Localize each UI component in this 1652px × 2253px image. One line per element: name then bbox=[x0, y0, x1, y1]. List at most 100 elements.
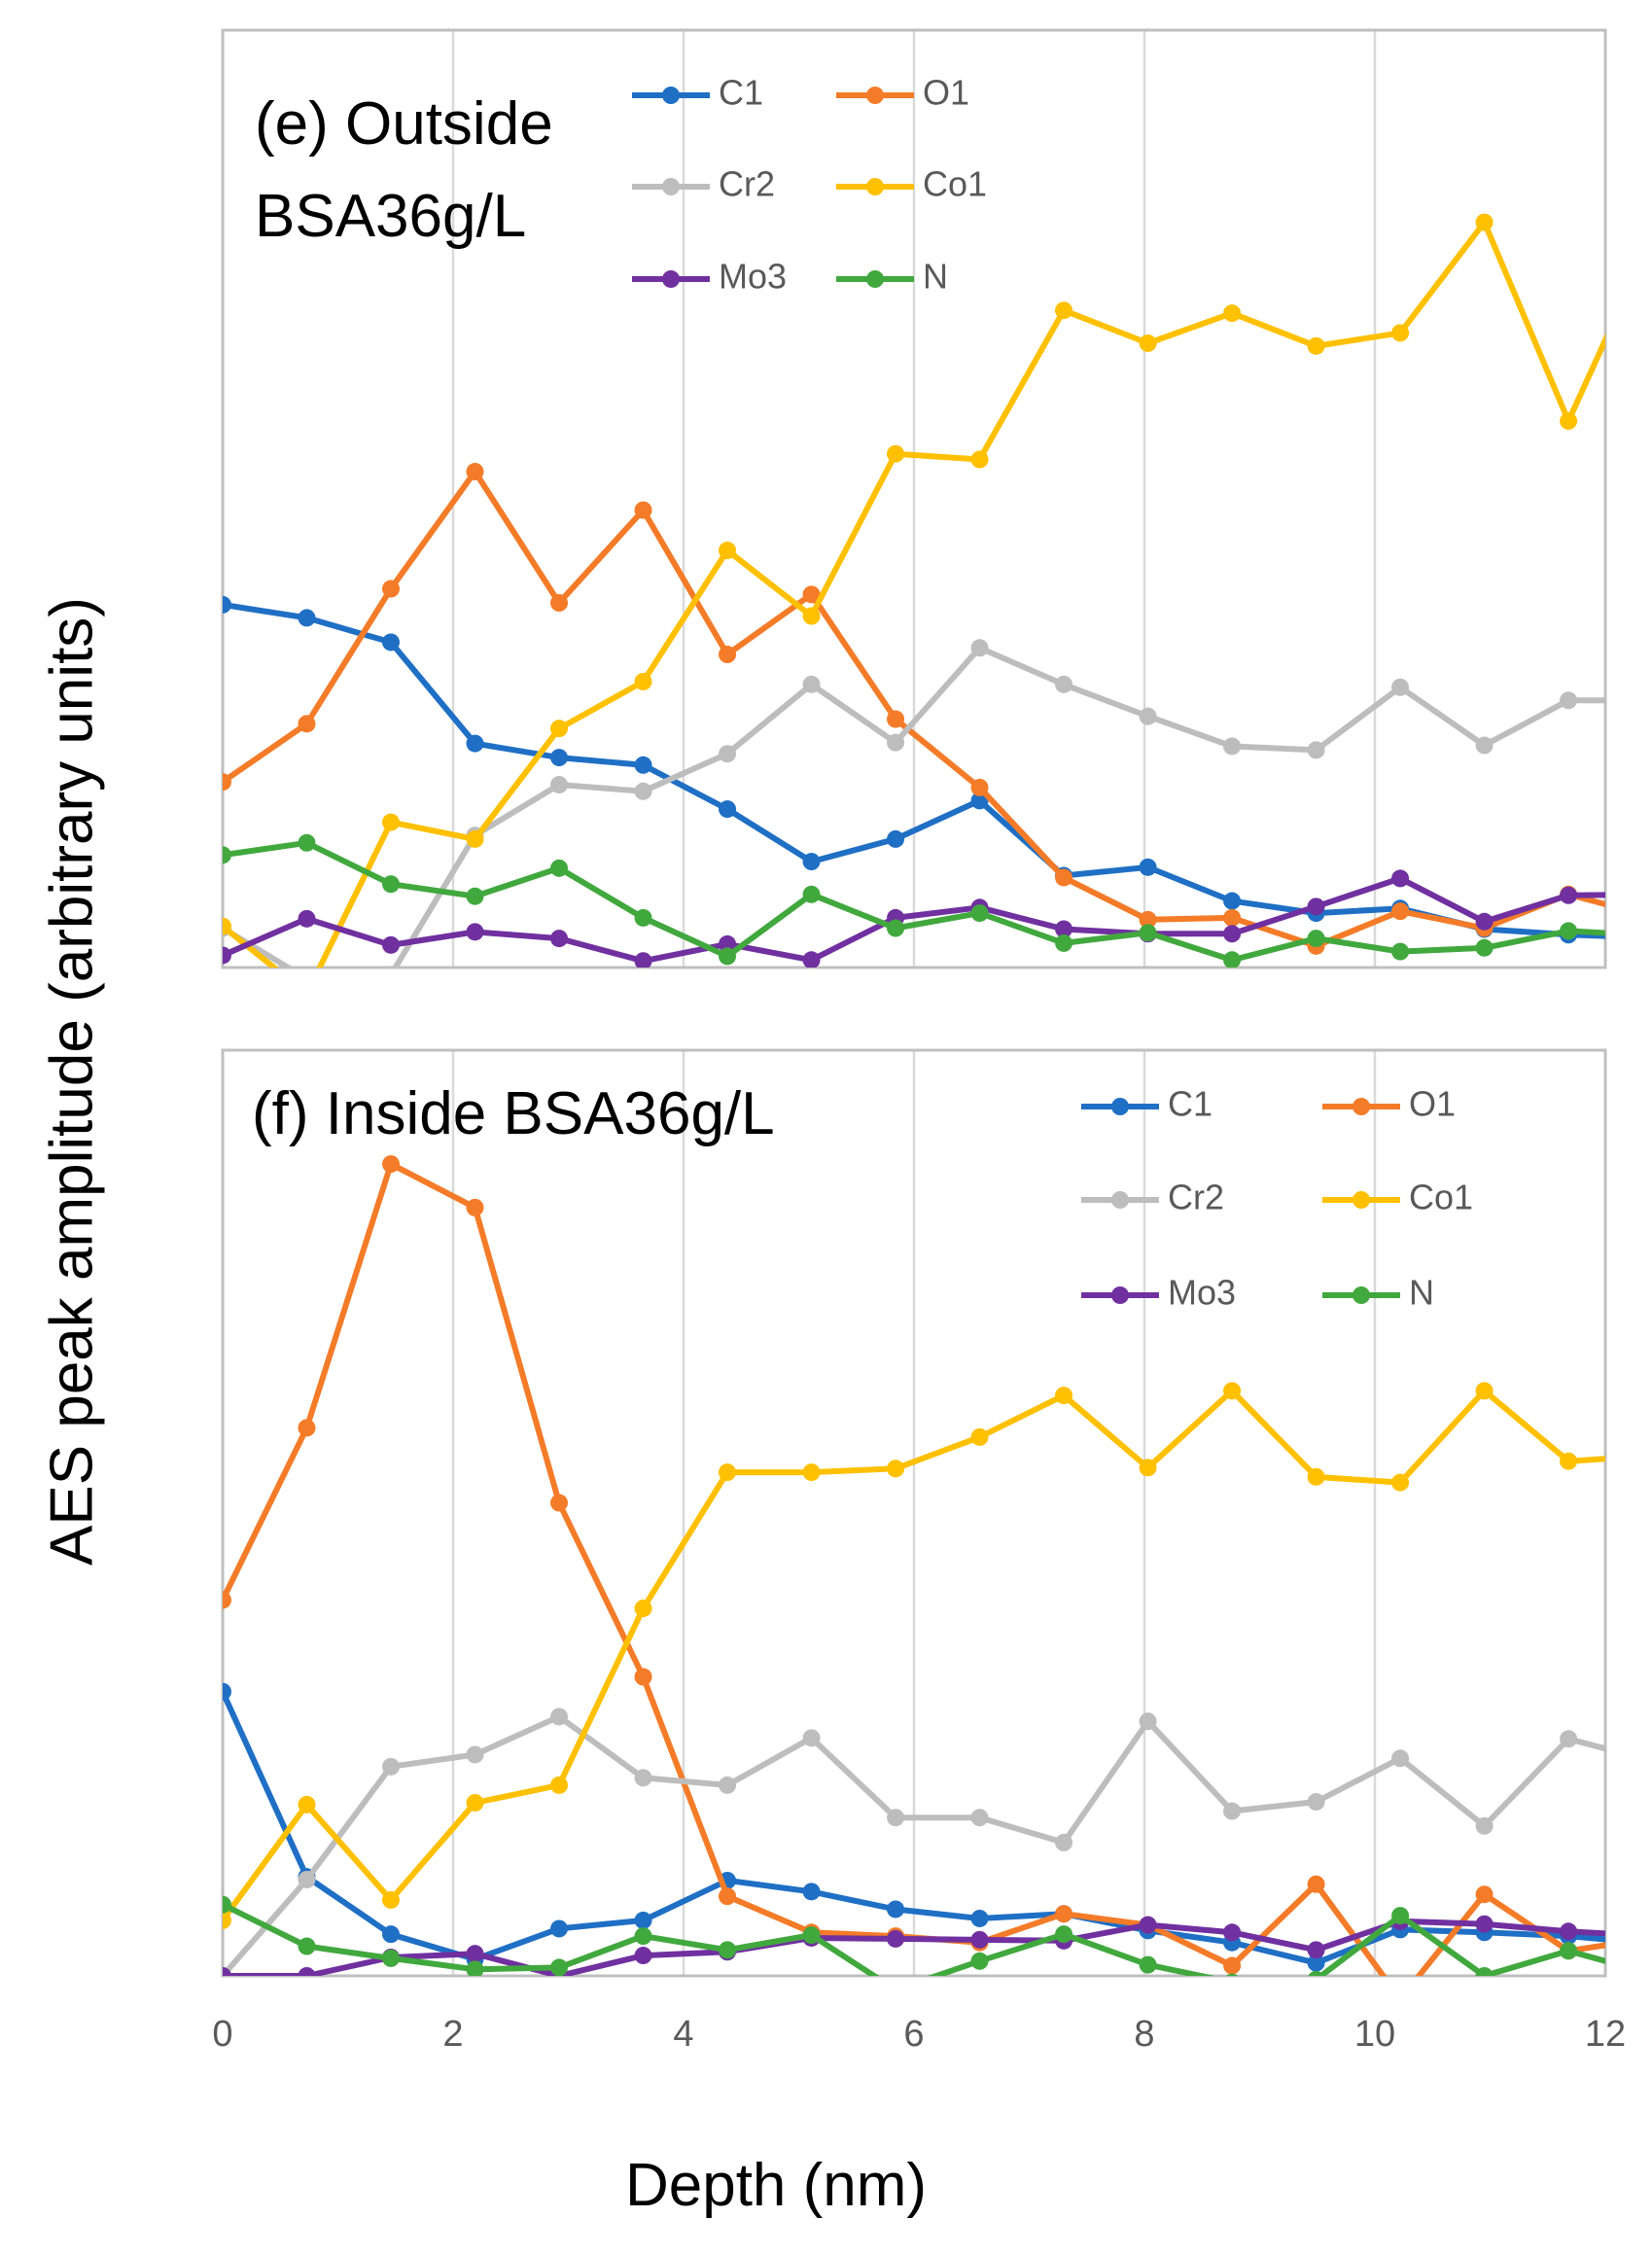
legend-swatch-marker bbox=[866, 270, 884, 288]
chart-title-line: (f) Inside BSA36g/L bbox=[252, 1080, 775, 1147]
series-line-co1 bbox=[223, 219, 1605, 968]
data-point-o1 bbox=[382, 580, 401, 598]
legend-label: Cr2 bbox=[719, 164, 775, 204]
legend-swatch-marker bbox=[866, 178, 884, 195]
legend-swatch-marker bbox=[1111, 1191, 1129, 1209]
data-point-c1 bbox=[887, 1900, 905, 1919]
data-point-c1 bbox=[802, 853, 821, 871]
data-point-n bbox=[970, 1952, 989, 1970]
data-point-n bbox=[970, 904, 989, 923]
chart-panel-f-inside: (f) Inside BSA36g/L C1 O1 Cr2 Co1 Mo3 N 0 2 4 6 8 10… bbox=[212, 1048, 1626, 2055]
data-point-co1 bbox=[1055, 301, 1073, 320]
data-point-c1 bbox=[298, 609, 316, 627]
data-point-o1 bbox=[634, 501, 652, 519]
data-point-c1 bbox=[1139, 858, 1157, 876]
legend-swatch-marker bbox=[662, 87, 680, 104]
legend-swatch-marker bbox=[1353, 1191, 1370, 1209]
data-point-n bbox=[634, 908, 652, 927]
data-point-n bbox=[223, 1895, 231, 1914]
data-point-c1 bbox=[634, 1911, 652, 1929]
data-point-co1 bbox=[1560, 1452, 1578, 1470]
plot-area-frame bbox=[221, 28, 1607, 969]
data-point-mo3 bbox=[1560, 886, 1578, 904]
data-point-mo3 bbox=[719, 934, 737, 953]
legend-label: C1 bbox=[719, 73, 763, 113]
data-point-cr2 bbox=[634, 782, 652, 800]
legend-label: Co1 bbox=[1409, 1178, 1473, 1217]
series-group bbox=[223, 1155, 1605, 1976]
legend-swatch-marker bbox=[866, 87, 884, 104]
data-point-co1 bbox=[719, 1463, 737, 1482]
data-point-cr2 bbox=[887, 733, 905, 752]
x-tick-label: 4 bbox=[673, 2014, 693, 2055]
data-point-co1 bbox=[466, 829, 484, 848]
data-point-cr2 bbox=[970, 639, 989, 657]
data-point-mo3 bbox=[634, 952, 652, 968]
data-point-n bbox=[802, 1926, 821, 1945]
data-point-o1 bbox=[1055, 1905, 1073, 1923]
data-point-co1 bbox=[1139, 334, 1157, 352]
data-point-o1 bbox=[887, 710, 905, 728]
data-point-c1 bbox=[223, 1682, 231, 1701]
legend-item-n: N bbox=[1322, 1273, 1434, 1313]
legend-label: N bbox=[1409, 1273, 1434, 1313]
data-point-co1 bbox=[1223, 304, 1242, 323]
data-point-co1 bbox=[970, 450, 989, 469]
data-point-c1 bbox=[382, 1925, 401, 1944]
data-point-o1 bbox=[1223, 908, 1242, 927]
data-point-cr2 bbox=[970, 1809, 989, 1827]
data-point-n bbox=[382, 1949, 401, 1967]
data-point-cr2 bbox=[802, 1729, 821, 1747]
data-point-cr2 bbox=[1223, 1802, 1242, 1820]
data-point-c1 bbox=[970, 1909, 989, 1927]
data-point-o1 bbox=[719, 646, 737, 664]
data-point-c1 bbox=[382, 633, 401, 651]
data-point-co1 bbox=[1475, 1382, 1494, 1400]
data-point-mo3 bbox=[1223, 1923, 1242, 1942]
data-point-mo3 bbox=[550, 930, 569, 948]
data-point-n bbox=[719, 1941, 737, 1959]
data-point-n bbox=[298, 1937, 316, 1955]
data-point-n bbox=[1139, 924, 1157, 942]
legend-item-o1: O1 bbox=[1322, 1084, 1456, 1124]
data-point-o1 bbox=[466, 1198, 484, 1216]
data-point-n bbox=[550, 1958, 569, 1976]
series-line-n bbox=[223, 839, 1605, 964]
data-point-cr2 bbox=[634, 1769, 652, 1787]
legend-swatch-marker bbox=[662, 178, 680, 195]
chart-panel-e-outside: (e) Outside BSA36g/L C1 O1 Cr2 Co1 Mo3 N bbox=[221, 28, 1607, 969]
data-point-mo3 bbox=[970, 1930, 989, 1949]
legend-label: Mo3 bbox=[719, 257, 787, 297]
data-point-n bbox=[802, 885, 821, 903]
data-point-n bbox=[466, 887, 484, 905]
legend-swatch-marker bbox=[1353, 1098, 1370, 1115]
data-point-co1 bbox=[1560, 411, 1578, 430]
data-point-n bbox=[1223, 951, 1242, 968]
legend-item-cr2: Cr2 bbox=[632, 164, 775, 204]
data-point-n bbox=[719, 947, 737, 966]
data-point-cr2 bbox=[1307, 1793, 1325, 1812]
legend-swatch-marker bbox=[1353, 1286, 1370, 1304]
data-point-o1 bbox=[970, 778, 989, 796]
data-point-n bbox=[1475, 1967, 1494, 1976]
data-point-co1 bbox=[223, 917, 231, 935]
data-point-cr2 bbox=[386, 966, 396, 968]
chart-title-line: (e) Outside bbox=[255, 90, 553, 158]
data-point-cr2 bbox=[1139, 1712, 1157, 1731]
data-point-n bbox=[1391, 942, 1410, 961]
data-point-o1 bbox=[223, 773, 231, 792]
legend-item-cr2: Cr2 bbox=[1081, 1178, 1224, 1217]
data-point-co1 bbox=[223, 1911, 231, 1929]
data-point-cr2 bbox=[1560, 1730, 1578, 1748]
x-tick-label: 8 bbox=[1134, 2014, 1154, 2055]
data-point-o1 bbox=[802, 585, 821, 604]
x-axis-label: Depth (nm) bbox=[625, 2152, 927, 2219]
data-point-c1 bbox=[802, 1883, 821, 1901]
data-point-c1 bbox=[634, 756, 652, 774]
data-point-mo3 bbox=[1475, 912, 1494, 931]
x-tick-label: 2 bbox=[442, 2014, 463, 2055]
data-point-c1 bbox=[466, 734, 484, 753]
data-point-mo3 bbox=[802, 951, 821, 968]
